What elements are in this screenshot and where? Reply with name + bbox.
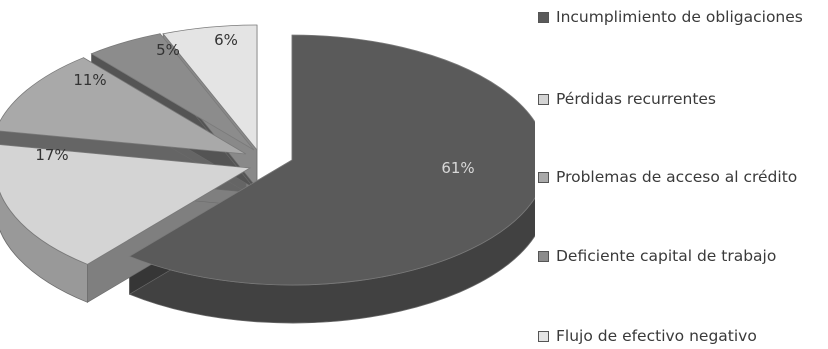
legend-label-incumplimiento: Incumplimiento de obligaciones	[556, 8, 803, 26]
slice-incumplimiento	[128, 34, 535, 286]
legend-item-perdidas: Pérdidas recurrentes	[538, 86, 828, 112]
slice-perdidas	[0, 144, 252, 265]
legend-label-flujo-efectivo: Flujo de efectivo negativo	[556, 327, 757, 345]
legend-swatch-flujo-efectivo	[538, 331, 549, 342]
legend-item-acceso-credito: Problemas de acceso al crédito	[538, 164, 828, 190]
slice-flujo-efectivo	[162, 24, 258, 152]
legend-swatch-perdidas	[538, 94, 549, 105]
legend-item-capital-trabajo: Deficiente capital de trabajo	[538, 243, 828, 269]
pie-chart: 61% 17% 11% 5% 6%	[0, 24, 535, 324]
legend-label-acceso-credito: Problemas de acceso al crédito	[556, 168, 798, 186]
data-label-capital-trabajo: 5%	[156, 41, 180, 59]
legend-swatch-incumplimiento	[538, 12, 549, 23]
data-label-acceso-credito: 11%	[73, 71, 106, 89]
slice-tops	[0, 24, 535, 286]
legend-label-capital-trabajo: Deficiente capital de trabajo	[556, 247, 777, 265]
legend-item-flujo-efectivo: Flujo de efectivo negativo	[538, 323, 828, 349]
legend-swatch-capital-trabajo	[538, 251, 549, 262]
slice-capital-trabajo	[90, 33, 255, 151]
slice-acceso-credito	[0, 57, 247, 155]
legend-item-incumplimiento: Incumplimiento de obligaciones	[538, 4, 828, 30]
legend-swatch-acceso-credito	[538, 172, 549, 183]
data-label-perdidas: 17%	[35, 146, 68, 164]
data-label-flujo-efectivo: 6%	[214, 31, 238, 49]
legend: Incumplimiento de obligaciones Pérdidas …	[538, 0, 828, 349]
data-label-incumplimiento: 61%	[441, 159, 474, 177]
legend-label-perdidas: Pérdidas recurrentes	[556, 90, 717, 108]
